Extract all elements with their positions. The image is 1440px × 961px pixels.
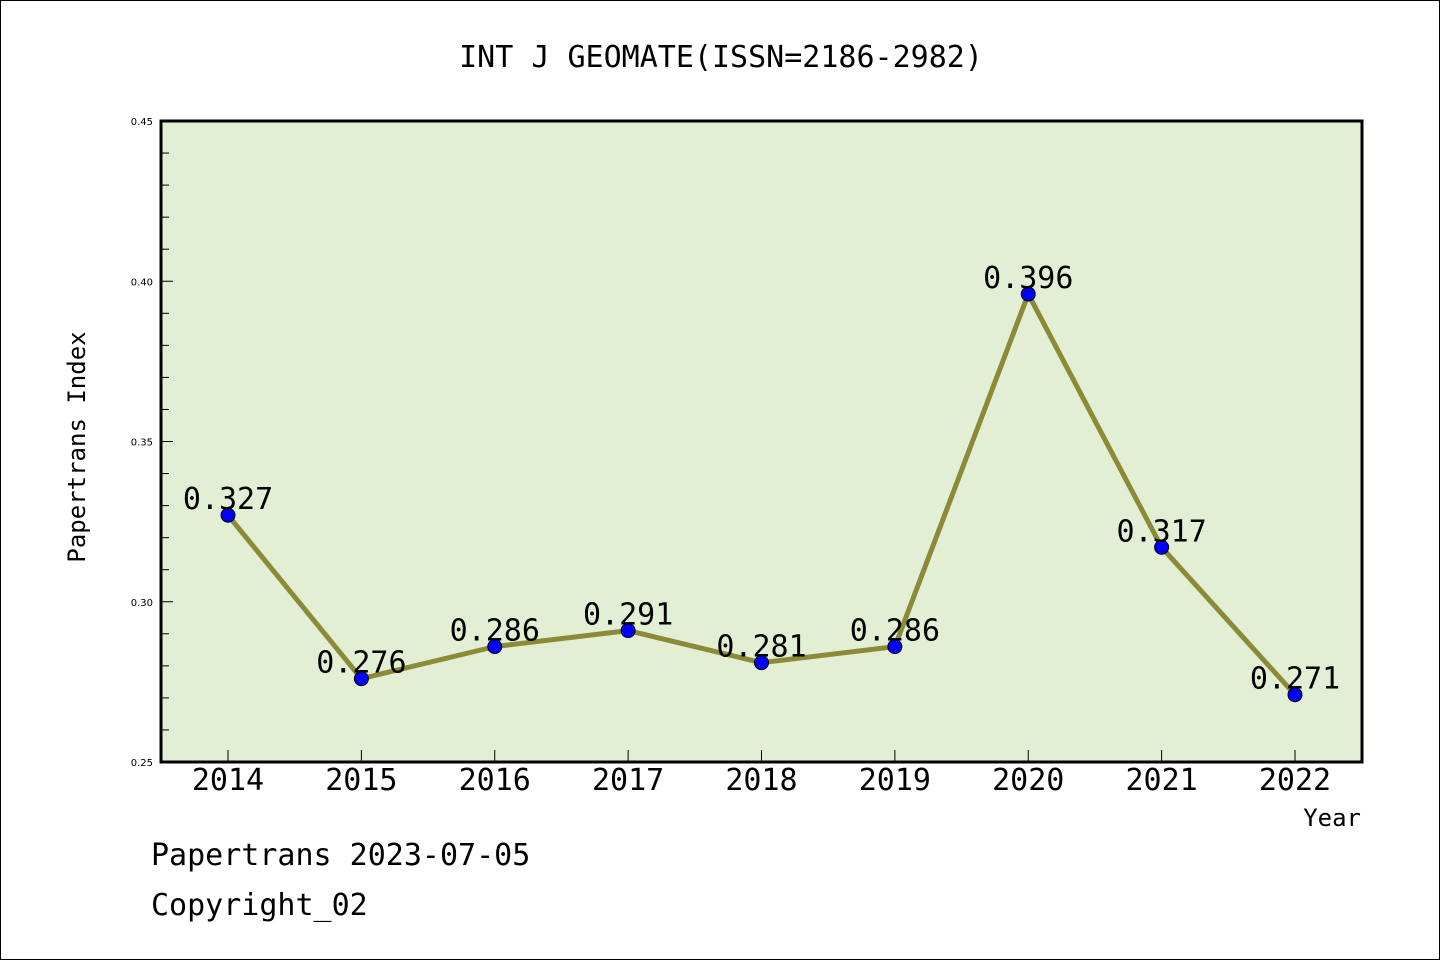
- data-label: 0.286: [450, 614, 540, 649]
- data-label: 0.286: [850, 614, 940, 649]
- data-point: [754, 655, 769, 671]
- y-tick-label: 0.25: [131, 758, 153, 769]
- x-tick-label: 2016: [459, 763, 531, 798]
- data-point: [1287, 687, 1303, 703]
- x-tick-label: 2017: [592, 763, 664, 798]
- y-tick-label: 0.40: [131, 277, 153, 288]
- data-point: [620, 623, 636, 639]
- data-label: 0.276: [316, 646, 406, 681]
- x-tick-label: 2014: [192, 763, 264, 798]
- data-label: 0.317: [1116, 514, 1206, 549]
- data-label: 0.281: [716, 630, 806, 665]
- chart-title: INT J GEOMATE(ISSN=2186-2982): [459, 40, 983, 75]
- footer-date: Papertrans 2023-07-05: [151, 838, 530, 873]
- data-label: 0.291: [583, 598, 673, 633]
- x-tick-label: 2020: [992, 763, 1064, 798]
- data-label: 0.396: [983, 261, 1073, 296]
- data-point: [887, 639, 903, 655]
- series-line-group: [220, 286, 1303, 703]
- data-point: [353, 671, 369, 687]
- x-tick-label: 2015: [325, 763, 397, 798]
- x-tick-label: 2018: [725, 763, 797, 798]
- y-axis: 0.25 0.30 0.35 0.40 0.45: [131, 117, 173, 769]
- x-tick-label: 2019: [859, 763, 931, 798]
- y-axis-label: Papertrans Index: [63, 331, 91, 562]
- footer-copyright: Copyright_02: [151, 888, 368, 923]
- data-label: 0.327: [183, 482, 273, 517]
- x-tick-label: 2022: [1259, 763, 1331, 798]
- y-tick-label: 0.35: [131, 438, 153, 449]
- x-axis: 2014 2015 2016 2017 2018 2019 2020 2021 2022: [192, 750, 1331, 798]
- y-tick-label: 0.30: [131, 598, 153, 609]
- x-axis-label: Year: [1303, 804, 1361, 832]
- data-labels: 0.327 0.276 0.286 0.291 0.281 0.286 0.396 0.317…: [183, 261, 1340, 697]
- data-point: [1154, 539, 1170, 555]
- x-tick-label: 2021: [1126, 763, 1198, 798]
- y-tick-label: 0.45: [131, 117, 153, 128]
- data-point: [487, 639, 503, 655]
- data-label: 0.271: [1250, 662, 1340, 697]
- data-point: [1020, 286, 1036, 302]
- data-point: [220, 507, 236, 523]
